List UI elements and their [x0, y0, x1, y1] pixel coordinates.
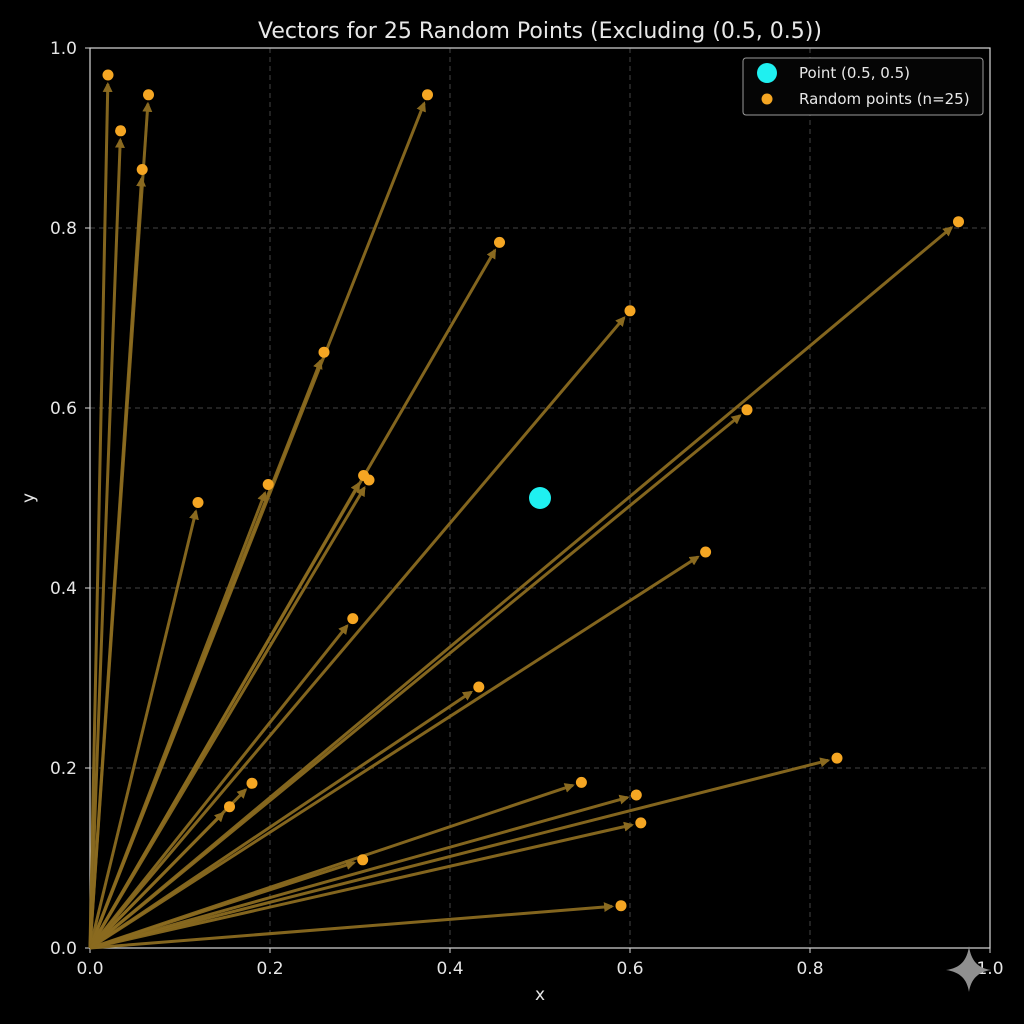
random-point	[831, 752, 843, 764]
legend-box	[742, 57, 984, 116]
random-point	[357, 854, 369, 866]
x-axis-label: x	[535, 985, 545, 1005]
vector-arrow	[89, 690, 473, 950]
x-tick-label: 0.0	[76, 959, 103, 979]
legend-highlight-label: Point (0.5, 0.5)	[799, 64, 910, 82]
legend-highlight-marker	[757, 63, 777, 83]
sparkle-icon	[946, 946, 991, 992]
vector-arrow	[88, 624, 349, 949]
vector-arrow	[89, 757, 831, 950]
vector-arrow	[88, 137, 125, 949]
random-point	[363, 474, 375, 486]
x-tick-label: 0.2	[256, 959, 283, 979]
vector-arrow	[88, 811, 225, 950]
random-point	[635, 817, 647, 829]
random-point	[143, 89, 154, 101]
vector-arrow	[89, 821, 634, 950]
random-point	[615, 900, 627, 912]
random-point	[115, 125, 127, 137]
vector-arrow	[89, 902, 615, 950]
random-point	[741, 404, 753, 416]
random-point	[624, 305, 636, 317]
random-point	[494, 236, 505, 248]
vector-arrow	[88, 176, 147, 949]
vector-arrow	[89, 555, 700, 950]
plot-frame	[89, 47, 991, 949]
vector-arrow	[88, 486, 366, 949]
vector-arrow	[89, 794, 630, 950]
legend-random-marker	[761, 93, 773, 105]
random-point	[473, 681, 485, 693]
random-point	[246, 777, 258, 789]
vector-arrow	[88, 316, 626, 949]
x-tick-label: 1.0	[976, 959, 1003, 979]
random-point	[575, 776, 587, 788]
random-point	[700, 546, 712, 558]
y-tick-label: 0.6	[50, 399, 77, 419]
vector-arrow	[89, 414, 742, 950]
vector-arrow	[89, 226, 954, 950]
random-point	[953, 216, 964, 228]
random-point	[422, 89, 433, 101]
chart-title: Vectors for 25 Random Points (Excluding …	[258, 19, 822, 44]
vector-arrow	[89, 860, 357, 950]
random-point	[318, 346, 330, 358]
y-tick-label: 0.0	[50, 939, 77, 959]
random-point	[224, 801, 235, 813]
grid-layer	[90, 48, 990, 948]
random-point	[102, 69, 114, 81]
legend-random-label: Random points (n=25)	[799, 90, 970, 108]
random-point	[630, 789, 642, 801]
vector-arrow	[88, 81, 113, 949]
y-tick-label: 1.0	[50, 39, 77, 59]
y-axis-label: y	[19, 493, 39, 503]
random-point	[192, 497, 204, 508]
x-tick-label: 0.4	[436, 959, 463, 979]
ticks-layer: 0.0 0.2 0.4 0.6 0.8 1.0 0.0 0.2 0.4 0.6 0.8 1.0	[50, 39, 1004, 979]
random-point	[347, 613, 359, 625]
x-tick-label: 0.6	[616, 959, 643, 979]
x-tick-label: 0.8	[796, 959, 823, 979]
y-tick-label: 0.2	[50, 759, 77, 779]
y-tick-label: 0.4	[50, 579, 77, 599]
arrows-layer	[88, 81, 954, 950]
axes-layer	[89, 47, 991, 949]
vector-arrow	[88, 509, 199, 949]
y-tick-label: 0.8	[50, 219, 77, 239]
random-point	[136, 164, 148, 175]
random-point	[262, 479, 274, 490]
vector-arrow	[88, 491, 267, 949]
highlight-point	[529, 487, 551, 509]
legend: Point (0.5, 0.5) Random points (n=25)	[742, 57, 984, 116]
points-layer	[102, 69, 964, 912]
